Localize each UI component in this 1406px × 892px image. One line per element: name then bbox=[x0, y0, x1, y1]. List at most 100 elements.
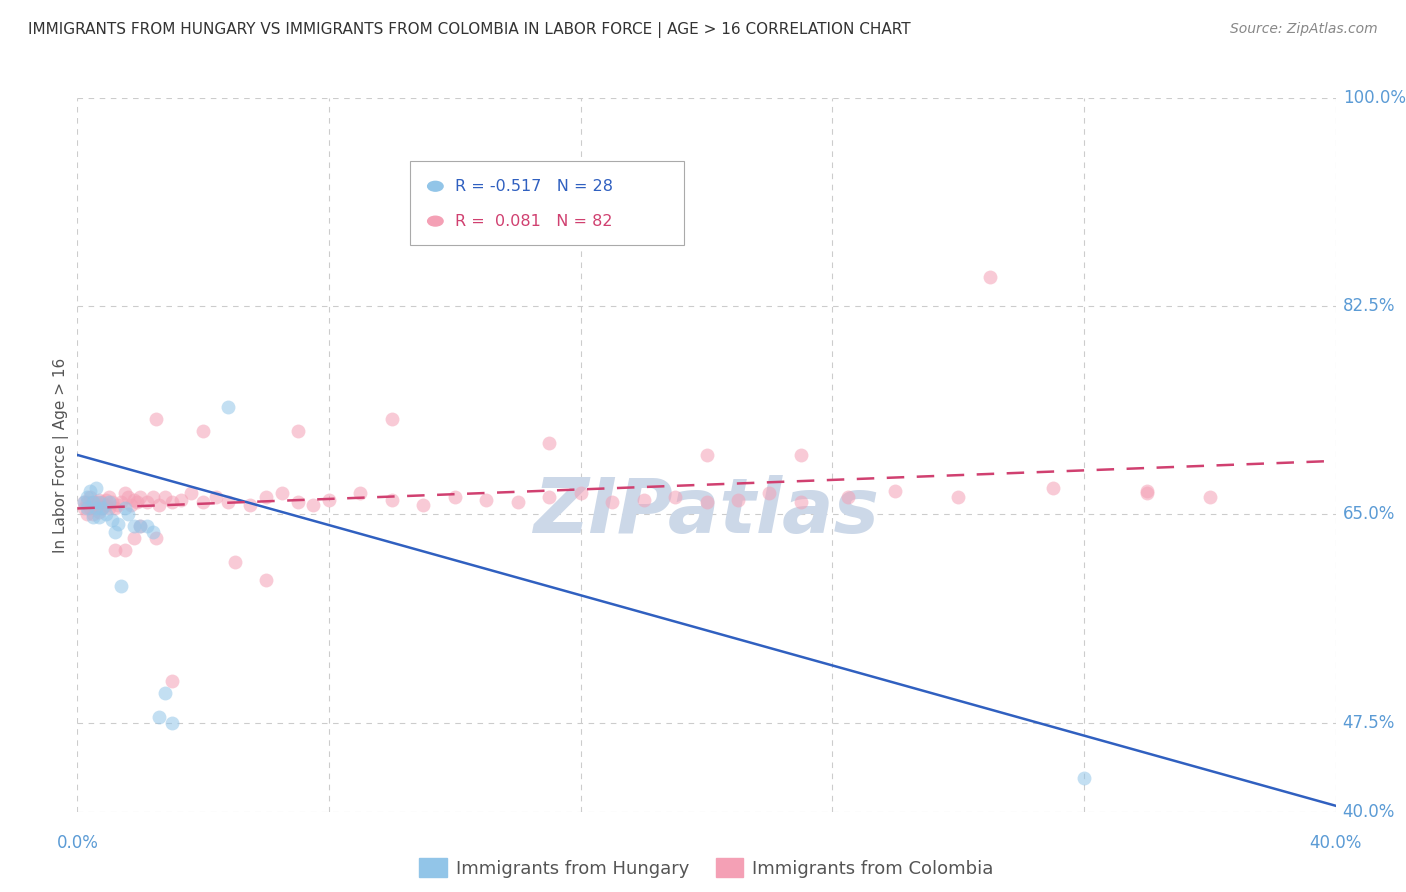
Point bbox=[129, 519, 152, 533]
Point bbox=[101, 495, 124, 509]
Point bbox=[76, 490, 98, 504]
Point bbox=[287, 424, 309, 438]
Point bbox=[72, 495, 94, 509]
Point bbox=[120, 498, 142, 512]
Point bbox=[155, 686, 177, 700]
Point bbox=[110, 495, 132, 509]
Point bbox=[155, 490, 177, 504]
Point bbox=[569, 486, 592, 500]
Text: 40.0%: 40.0% bbox=[1309, 834, 1362, 852]
Point bbox=[506, 495, 529, 509]
Point bbox=[82, 509, 104, 524]
Point bbox=[239, 498, 262, 512]
Point bbox=[89, 493, 111, 508]
Point bbox=[148, 498, 170, 512]
Point bbox=[538, 436, 561, 450]
Point bbox=[412, 498, 434, 512]
Point bbox=[104, 543, 127, 558]
Point bbox=[107, 516, 129, 531]
Point bbox=[884, 483, 907, 498]
Point bbox=[127, 495, 149, 509]
Point bbox=[696, 495, 718, 509]
Point bbox=[84, 495, 107, 509]
Text: 40.0%: 40.0% bbox=[1343, 803, 1395, 821]
Point bbox=[837, 490, 859, 504]
Point bbox=[790, 495, 813, 509]
Point bbox=[97, 490, 120, 504]
Point bbox=[84, 498, 107, 512]
Point bbox=[696, 448, 718, 462]
Point bbox=[89, 495, 111, 509]
Point bbox=[117, 508, 139, 522]
Text: R = -0.517   N = 28: R = -0.517 N = 28 bbox=[456, 178, 613, 194]
Point bbox=[145, 531, 167, 545]
Text: IMMIGRANTS FROM HUNGARY VS IMMIGRANTS FROM COLOMBIA IN LABOR FORCE | AGE > 16 CO: IMMIGRANTS FROM HUNGARY VS IMMIGRANTS FR… bbox=[28, 22, 911, 38]
Point bbox=[224, 555, 246, 569]
Y-axis label: In Labor Force | Age > 16: In Labor Force | Age > 16 bbox=[53, 358, 69, 552]
Point bbox=[94, 493, 117, 508]
Point bbox=[76, 495, 98, 509]
Point bbox=[72, 495, 94, 509]
Point bbox=[89, 505, 111, 519]
Point bbox=[76, 501, 98, 516]
Text: ZIPatlas: ZIPatlas bbox=[533, 475, 880, 549]
Point bbox=[790, 448, 813, 462]
Text: 82.5%: 82.5% bbox=[1343, 297, 1395, 315]
Point bbox=[142, 490, 165, 504]
Point bbox=[979, 269, 1001, 284]
Point bbox=[270, 486, 292, 500]
Point bbox=[84, 481, 107, 495]
Point bbox=[76, 508, 98, 522]
Point bbox=[82, 495, 104, 509]
Point bbox=[114, 543, 136, 558]
Point bbox=[82, 508, 104, 522]
Point bbox=[217, 401, 239, 415]
Text: R =  0.081   N = 82: R = 0.081 N = 82 bbox=[456, 213, 613, 228]
Point bbox=[145, 412, 167, 426]
Point bbox=[254, 490, 277, 504]
Point bbox=[97, 501, 120, 516]
Point bbox=[107, 498, 129, 512]
Point bbox=[160, 673, 183, 688]
Point bbox=[91, 501, 114, 516]
Text: Source: ZipAtlas.com: Source: ZipAtlas.com bbox=[1230, 22, 1378, 37]
Point bbox=[94, 508, 117, 522]
Point bbox=[318, 493, 340, 508]
Point bbox=[727, 493, 749, 508]
Point bbox=[191, 424, 215, 438]
Point bbox=[91, 501, 114, 516]
Point bbox=[148, 709, 170, 723]
Point bbox=[89, 509, 111, 524]
Text: 47.5%: 47.5% bbox=[1343, 714, 1395, 731]
Point bbox=[101, 513, 124, 527]
Point bbox=[122, 519, 145, 533]
Point bbox=[217, 495, 239, 509]
Point bbox=[664, 490, 686, 504]
Point bbox=[135, 519, 157, 533]
Point bbox=[79, 483, 101, 498]
Point bbox=[191, 495, 215, 509]
Point bbox=[1073, 772, 1095, 786]
Point bbox=[381, 412, 404, 426]
Point bbox=[135, 495, 157, 509]
Point bbox=[948, 490, 970, 504]
Point bbox=[129, 519, 152, 533]
Point bbox=[160, 715, 183, 730]
Text: 100.0%: 100.0% bbox=[1343, 89, 1406, 107]
Point bbox=[444, 490, 467, 504]
Text: 0.0%: 0.0% bbox=[56, 834, 98, 852]
Point bbox=[97, 495, 120, 509]
Point bbox=[254, 573, 277, 587]
Point bbox=[204, 490, 226, 504]
Text: 65.0%: 65.0% bbox=[1343, 506, 1395, 524]
Point bbox=[1198, 490, 1220, 504]
Point bbox=[349, 486, 371, 500]
Point bbox=[94, 498, 117, 512]
Point bbox=[72, 501, 94, 516]
Point bbox=[381, 493, 404, 508]
Point bbox=[180, 486, 202, 500]
Point bbox=[538, 490, 561, 504]
Point bbox=[287, 495, 309, 509]
Point bbox=[104, 525, 127, 540]
Legend: Immigrants from Hungary, Immigrants from Colombia: Immigrants from Hungary, Immigrants from… bbox=[412, 851, 1001, 885]
